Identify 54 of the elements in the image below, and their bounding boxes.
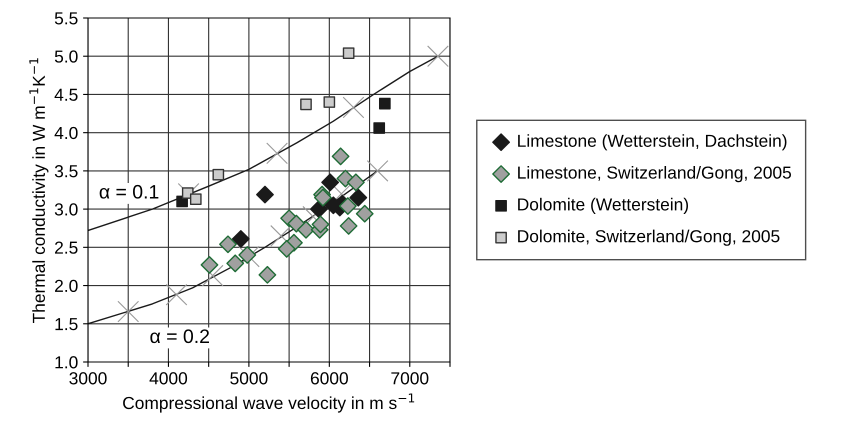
y-tick-label: 5.0 (54, 50, 78, 63)
point (190, 193, 202, 206)
point (200, 256, 218, 274)
point (323, 96, 336, 108)
point (266, 142, 288, 164)
y-tick-label: 4.5 (54, 88, 78, 101)
point (349, 188, 368, 207)
point (238, 246, 256, 264)
point (342, 47, 354, 60)
point (226, 254, 244, 272)
point (202, 264, 224, 286)
point (342, 96, 364, 118)
point (356, 204, 374, 223)
legend-label: Dolomite (Wetterstein) (518, 198, 688, 214)
point (338, 197, 357, 215)
point (378, 98, 391, 110)
point (270, 225, 292, 247)
y-axis-title: Thermal conductivity in W m$^{−1}$K$^{−1}$ (29, 58, 48, 324)
y-tick-label: 1.0 (55, 356, 78, 368)
x-tick-label: 4000 (150, 372, 188, 384)
point (258, 266, 276, 284)
annotation: α = 0.1 (100, 184, 158, 199)
point (278, 240, 296, 258)
legend-label: Limestone, Switzerland/Gong, 2005 (518, 166, 792, 182)
point (321, 173, 340, 192)
point (256, 186, 274, 204)
point (340, 217, 358, 235)
x-tick-label: 6000 (310, 372, 348, 384)
y-tick-label: 1.5 (55, 318, 78, 330)
y-tick-label: 3.0 (54, 203, 78, 216)
x-axis-title: Compressional wave velocity in m s$^{−1}$ (123, 393, 414, 413)
y-tick-label: 2.0 (55, 280, 78, 292)
annotation: α = 0.2 (150, 329, 209, 344)
point (297, 220, 315, 239)
x-tick-label: 7000 (391, 372, 428, 384)
point (314, 188, 332, 207)
point (232, 230, 250, 248)
point (373, 122, 386, 134)
x-tick-label: 5000 (230, 372, 268, 384)
y-tick-label: 5.5 (54, 12, 78, 24)
point (300, 98, 312, 110)
legend-label: Limestone (Wetterstein, Dachstein) (518, 134, 786, 150)
point (346, 173, 365, 192)
x-tick-label: 3000 (69, 372, 107, 384)
point (166, 284, 188, 306)
point (219, 235, 237, 254)
y-tick-label: 3.5 (54, 165, 78, 178)
y-tick-label: 4.0 (54, 126, 78, 140)
point (212, 168, 224, 181)
point (312, 215, 330, 234)
y-tick-label: 2.5 (55, 242, 78, 254)
point (332, 147, 350, 166)
legend-label: Dolomite, Switzerland/Gong, 2005 (518, 230, 780, 246)
point (117, 300, 140, 322)
